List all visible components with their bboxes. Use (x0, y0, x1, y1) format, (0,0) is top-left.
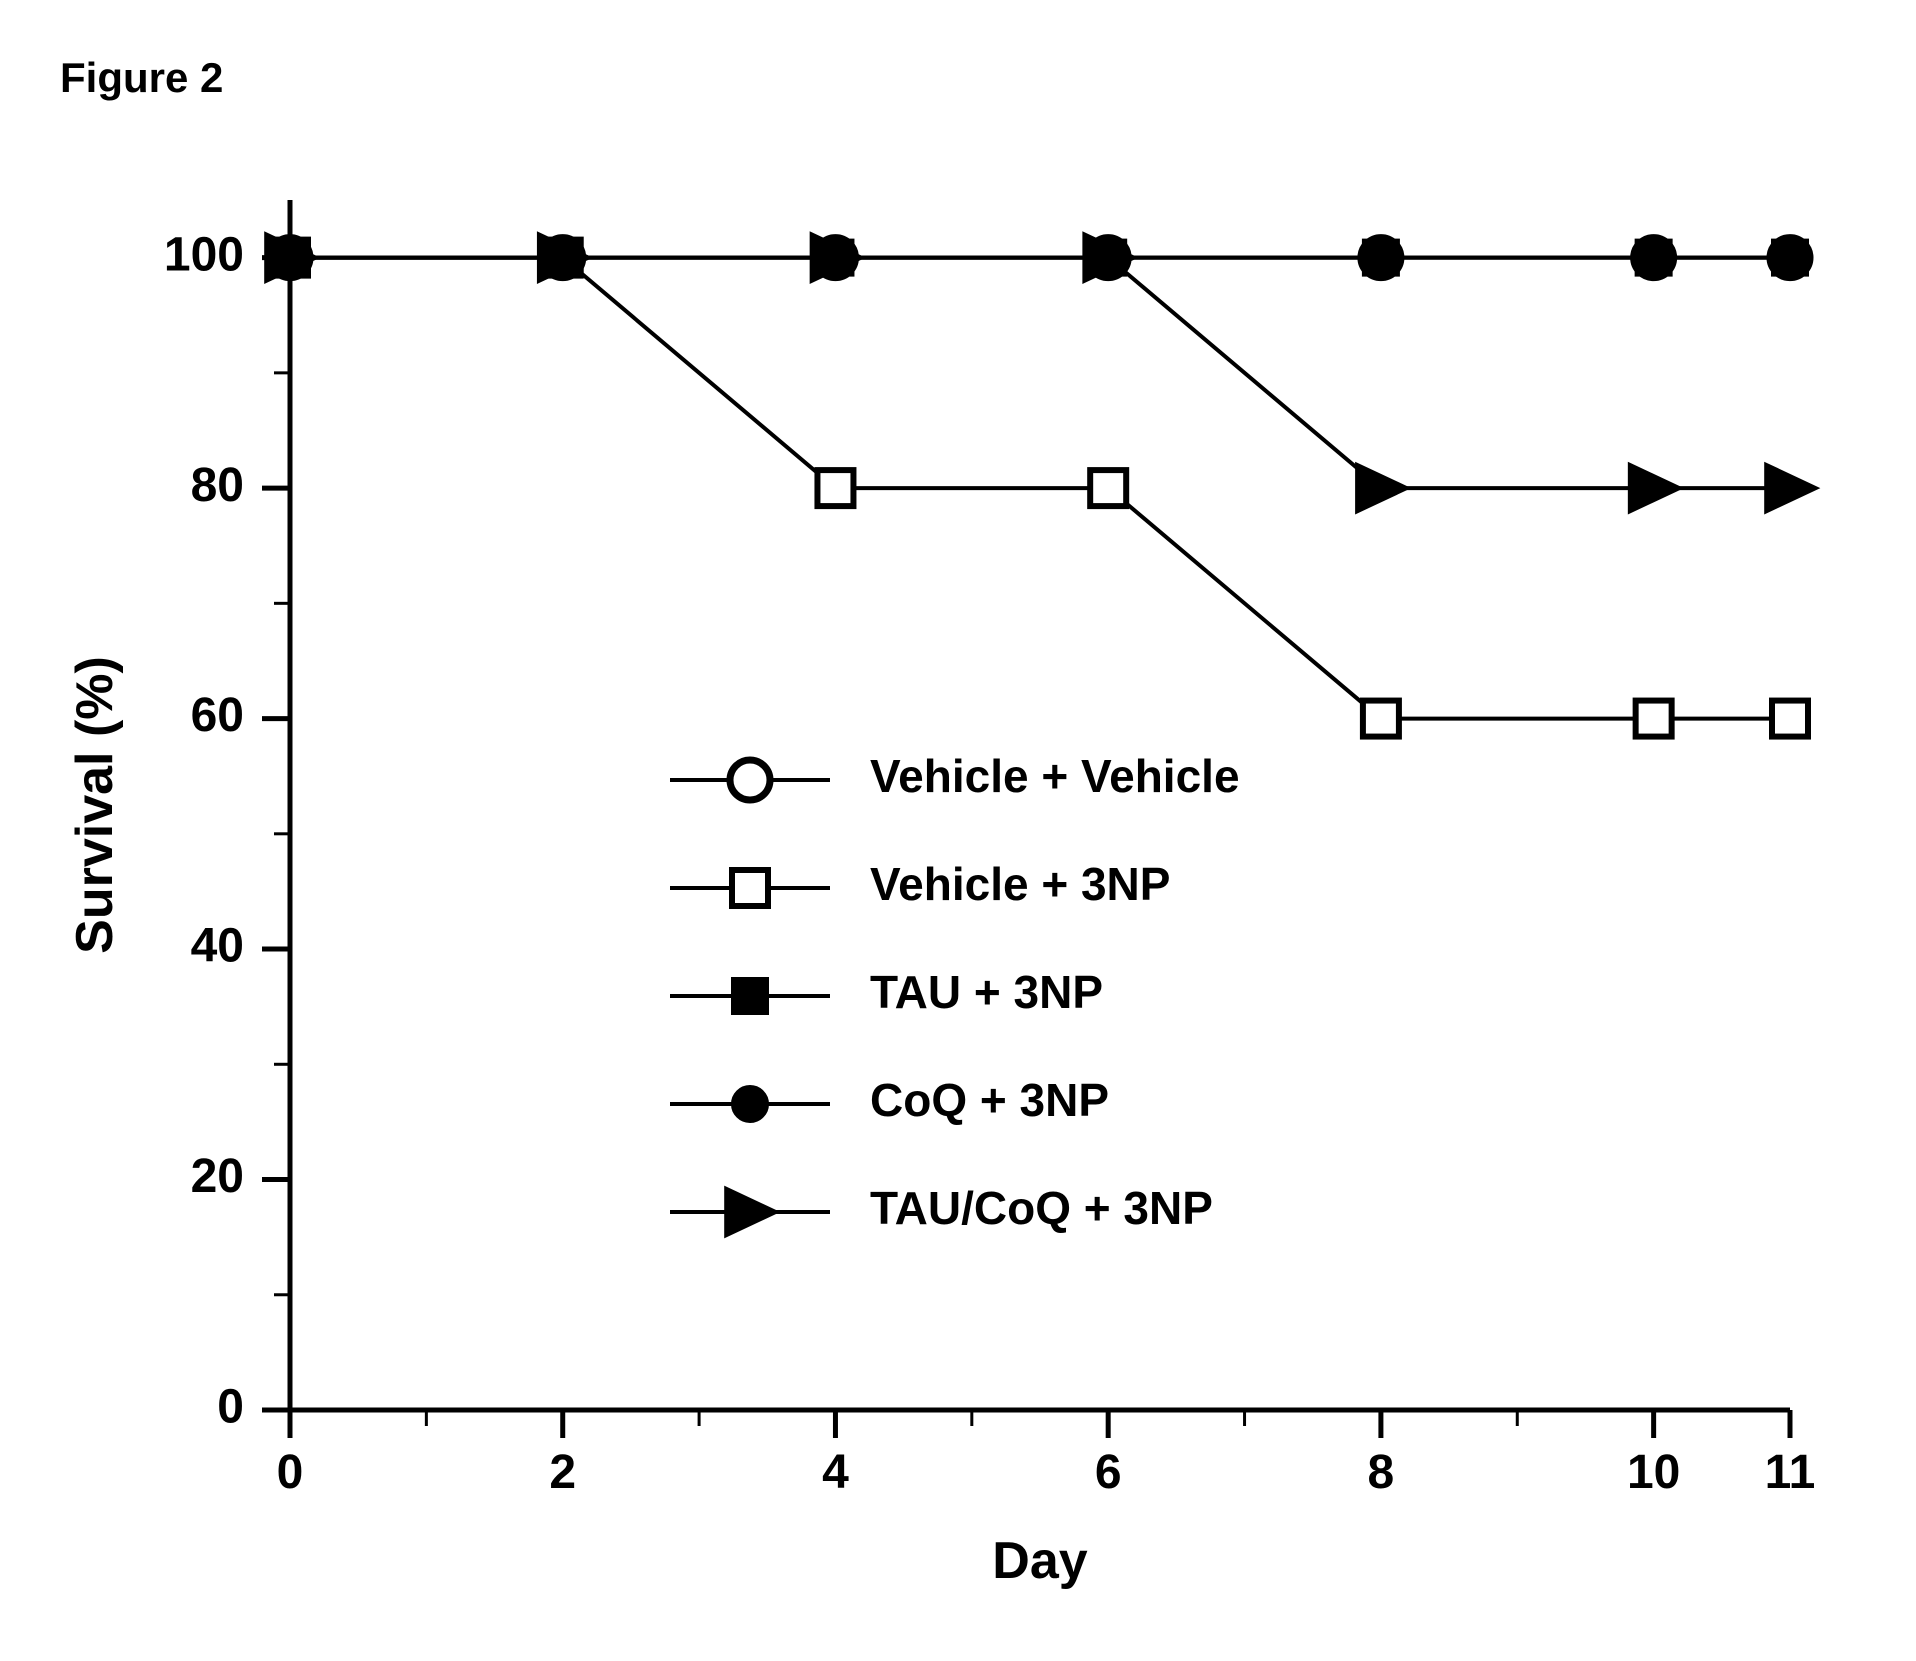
marker-square-open (1772, 701, 1808, 737)
legend-label: TAU + 3NP (870, 966, 1103, 1018)
y-tick-label: 60 (191, 689, 244, 742)
marker-triangle-right-filled (1765, 463, 1818, 513)
legend-label: Vehicle + Vehicle (870, 750, 1240, 802)
x-axis-label: Day (992, 1532, 1087, 1590)
x-tick-label: 2 (549, 1446, 576, 1499)
marker-square-open (1090, 470, 1126, 506)
marker-circle-open (730, 760, 770, 800)
marker-square-open (817, 470, 853, 506)
marker-square-open (732, 870, 768, 906)
marker-square-open (1363, 701, 1399, 737)
marker-square-filled (732, 978, 768, 1014)
marker-circle-filled (1772, 240, 1808, 276)
x-tick-label: 11 (1765, 1446, 1816, 1499)
marker-circle-filled (732, 1086, 768, 1122)
y-tick-label: 20 (191, 1150, 244, 1203)
x-tick-label: 10 (1627, 1446, 1680, 1499)
legend-label: TAU/CoQ + 3NP (870, 1182, 1213, 1234)
x-tick-label: 0 (277, 1446, 304, 1499)
marker-triangle-right-filled (1356, 463, 1409, 513)
survival-chart: 0 20 40 60 80 100 0 2 4 6 8 10 11 Day Survival (%) Vehi… (0, 0, 1916, 1661)
legend: Vehicle + Vehicle Vehicle + 3NP TAU + 3NP C… (670, 750, 1240, 1237)
y-tick-label: 100 (164, 228, 244, 281)
series-taucoq_3np (265, 233, 1818, 513)
marker-triangle-right-filled (725, 1187, 778, 1237)
y-tick-label: 0 (217, 1381, 244, 1434)
y-tick-label: 40 (191, 920, 244, 973)
x-tick-label: 8 (1368, 1446, 1395, 1499)
marker-circle-filled (1636, 240, 1672, 276)
marker-square-open (1636, 701, 1672, 737)
x-tick-label: 6 (1095, 1446, 1122, 1499)
series-line (290, 258, 1790, 488)
figure-title: Figure 2 (60, 54, 223, 102)
marker-circle-filled (1363, 240, 1399, 276)
y-tick-label: 80 (191, 459, 244, 512)
legend-label: CoQ + 3NP (870, 1074, 1109, 1126)
marker-triangle-right-filled (1629, 463, 1682, 513)
x-tick-label: 4 (822, 1446, 849, 1499)
y-axis-label: Survival (%) (66, 656, 124, 954)
legend-label: Vehicle + 3NP (870, 858, 1170, 910)
